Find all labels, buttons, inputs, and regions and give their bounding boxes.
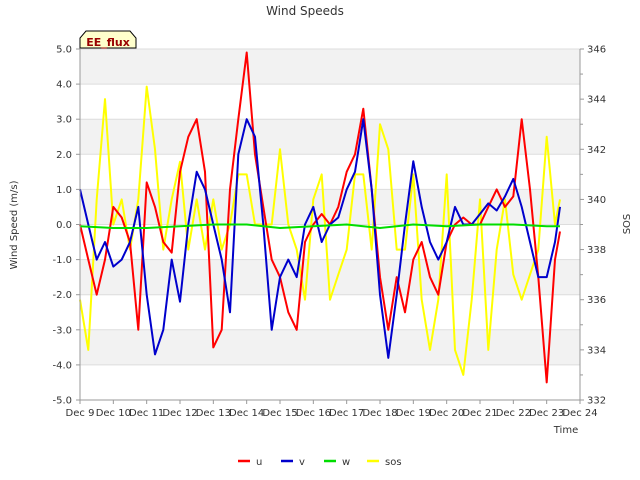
y-tick-label: -1.0 (52, 255, 72, 266)
legend: u v w sos (238, 457, 402, 468)
plot-band (80, 49, 580, 85)
plot-band (80, 119, 580, 155)
y2-tick-label: 346 (587, 45, 606, 56)
y-tick-label: -3.0 (52, 325, 72, 336)
x-tick-label: Dec 17 (329, 408, 364, 419)
legend-label-u: u (256, 457, 262, 468)
legend-label-sos: sos (385, 457, 402, 468)
plot-band (80, 189, 580, 225)
x-tick-label: Dec 24 (562, 408, 597, 419)
y-tick-label: 0.0 (56, 220, 72, 231)
y-tick-label: 1.0 (56, 185, 72, 196)
legend-label-v: v (299, 457, 305, 468)
y2-axis-title: SOS (622, 214, 633, 235)
y-tick-label: 4.0 (56, 80, 72, 91)
plot-band (80, 329, 580, 365)
y-tick-label: 3.0 (56, 115, 72, 126)
y-tick-label: 5.0 (56, 45, 72, 56)
y2-tick-label: 338 (587, 245, 606, 256)
y2-tick-label: 336 (587, 295, 606, 306)
x-tick-label: Dec 12 (162, 408, 197, 419)
x-tick-label: Dec 11 (129, 408, 164, 419)
x-tick-label: Dec 22 (496, 408, 531, 419)
y-axis-right: 332 334 336 338 340 342 344 346 (580, 45, 606, 407)
y-tick-label: -2.0 (52, 290, 72, 301)
y-tick-label: -5.0 (52, 396, 72, 407)
x-tick-label: Dec 20 (429, 408, 464, 419)
x-tick-label: Dec 9 (66, 408, 95, 419)
y2-tick-label: 332 (587, 396, 606, 407)
y-axis-left: -5.0 -4.0 -3.0 -2.0 -1.0 0.0 1.0 2.0 3.0 4.0 5.0 (52, 45, 80, 407)
y-tick-label: 2.0 (56, 150, 72, 161)
x-tick-label: Dec 13 (196, 408, 231, 419)
badge-shape (79, 30, 137, 49)
legend-label-w: w (342, 457, 350, 468)
series-line-u (79, 51, 561, 384)
y2-tick-label: 334 (587, 345, 606, 356)
chart-title: Wind Speeds (266, 4, 344, 18)
x-tick-label: Dec 14 (229, 408, 264, 419)
x-tick-label: Dec 18 (362, 408, 397, 419)
series-line-sos (79, 85, 561, 376)
y2-tick-label: 340 (587, 195, 606, 206)
plot-series (79, 51, 561, 384)
x-tick-label: Dec 10 (96, 408, 131, 419)
series-line-v (79, 118, 561, 359)
badge-label: EE_flux (86, 36, 130, 49)
y2-tick-label: 342 (587, 145, 606, 156)
series-line-w (79, 223, 560, 229)
y-tick-label: -4.0 (52, 360, 72, 371)
x-tick-label: Dec 16 (296, 408, 331, 419)
site-badge: EE_flux (79, 30, 137, 49)
plot-bands (80, 49, 580, 365)
x-axis-title: Time (553, 425, 578, 436)
x-tick-label: Dec 23 (529, 408, 564, 419)
x-tick-label: Dec 19 (396, 408, 431, 419)
y-axis-title: Wind Speed (m/s) (9, 180, 20, 269)
x-tick-label: Dec 15 (262, 408, 297, 419)
x-tick-label: Dec 21 (462, 408, 497, 419)
y2-tick-label: 344 (587, 95, 606, 106)
